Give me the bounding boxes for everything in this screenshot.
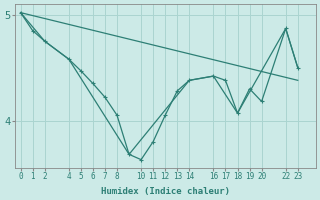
- X-axis label: Humidex (Indice chaleur): Humidex (Indice chaleur): [101, 187, 230, 196]
